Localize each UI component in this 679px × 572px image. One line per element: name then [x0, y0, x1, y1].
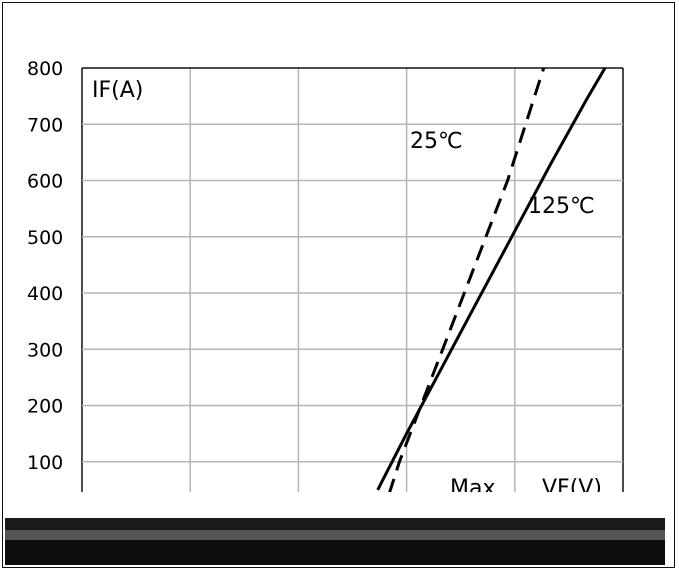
y-tick-label: 600 [27, 171, 63, 193]
series-label-25c: 25℃ [410, 129, 463, 154]
series-125c-line [376, 67, 607, 491]
y-tick-label: 100 [27, 452, 63, 474]
bottom-band [5, 492, 665, 565]
y-tick-label: 500 [27, 227, 63, 249]
grid [81, 67, 624, 492]
y-tick-label: 400 [27, 283, 63, 305]
y-tick-label: 300 [27, 339, 63, 361]
y-tick-label: 800 [27, 58, 63, 80]
curves [376, 67, 607, 519]
y-tick-labels: 800 700 600 500 400 300 200 100 [27, 58, 63, 474]
y-axis-label: IF(A) [92, 78, 143, 103]
series-25c-line [379, 67, 546, 519]
series-label-125c: 125℃ [528, 194, 595, 219]
y-tick-label: 200 [27, 396, 63, 418]
y-tick-label: 700 [27, 114, 63, 136]
